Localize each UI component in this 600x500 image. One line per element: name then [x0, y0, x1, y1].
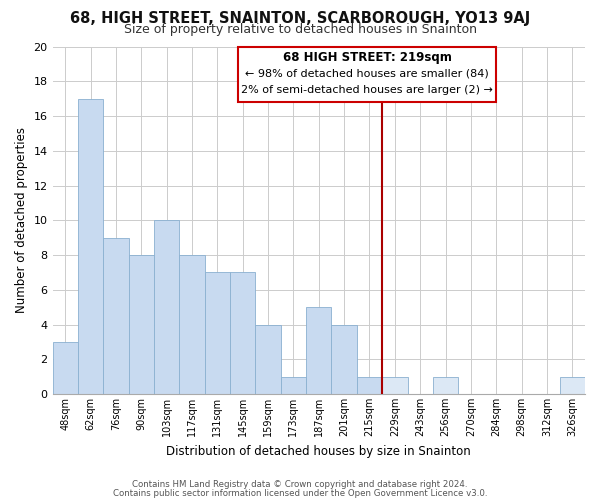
FancyBboxPatch shape [238, 46, 496, 102]
Bar [382, 376, 407, 394]
Bar [331, 324, 357, 394]
Bar [256, 324, 281, 394]
Y-axis label: Number of detached properties: Number of detached properties [15, 128, 28, 314]
Text: Contains public sector information licensed under the Open Government Licence v3: Contains public sector information licen… [113, 488, 487, 498]
Bar [154, 220, 179, 394]
Bar [128, 255, 154, 394]
Text: Contains HM Land Registry data © Crown copyright and database right 2024.: Contains HM Land Registry data © Crown c… [132, 480, 468, 489]
Bar [179, 255, 205, 394]
Bar [306, 307, 331, 394]
Bar [53, 342, 78, 394]
X-axis label: Distribution of detached houses by size in Snainton: Distribution of detached houses by size … [166, 444, 471, 458]
Bar [433, 376, 458, 394]
Bar [78, 98, 103, 394]
Text: Size of property relative to detached houses in Snainton: Size of property relative to detached ho… [124, 22, 476, 36]
Bar [357, 376, 382, 394]
Text: 68 HIGH STREET: 219sqm: 68 HIGH STREET: 219sqm [283, 51, 451, 64]
Bar [560, 376, 585, 394]
Bar [103, 238, 128, 394]
Text: 68, HIGH STREET, SNAINTON, SCARBOROUGH, YO13 9AJ: 68, HIGH STREET, SNAINTON, SCARBOROUGH, … [70, 11, 530, 26]
Text: ← 98% of detached houses are smaller (84): ← 98% of detached houses are smaller (84… [245, 68, 489, 78]
Bar [230, 272, 256, 394]
Text: 2% of semi-detached houses are larger (2) →: 2% of semi-detached houses are larger (2… [241, 84, 493, 94]
Bar [281, 376, 306, 394]
Bar [205, 272, 230, 394]
